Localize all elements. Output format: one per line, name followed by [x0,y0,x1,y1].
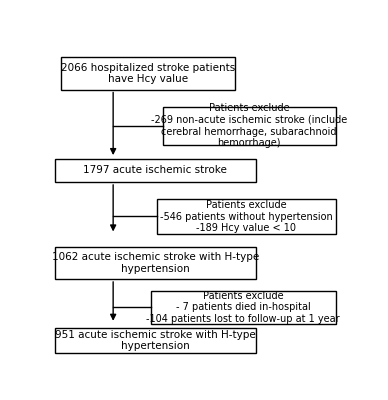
Text: Patients exclude
-269 non-acute ischemic stroke (include
cerebral hemorrhage, su: Patients exclude -269 non-acute ischemic… [151,103,347,148]
Bar [61,57,235,90]
Bar [54,328,256,353]
Text: 1797 acute ischemic stroke: 1797 acute ischemic stroke [83,166,227,176]
Text: 2066 hospitalized stroke patients
have Hcy value: 2066 hospitalized stroke patients have H… [61,63,235,84]
Text: Patients exclude
-546 patients without hypertension
-189 Hcy value < 10: Patients exclude -546 patients without h… [160,200,333,233]
Bar [157,199,336,234]
Bar [151,291,336,324]
Text: 951 acute ischemic stroke with H-type
hypertension: 951 acute ischemic stroke with H-type hy… [55,330,256,352]
Bar [54,247,256,279]
Text: 1062 acute ischemic stroke with H-type
hypertension: 1062 acute ischemic stroke with H-type h… [52,252,259,274]
Bar [54,159,256,182]
Bar [163,106,336,145]
Text: Patients exclude
- 7 patients died in-hospital
-104 patients lost to follow-up a: Patients exclude - 7 patients died in-ho… [146,291,340,324]
